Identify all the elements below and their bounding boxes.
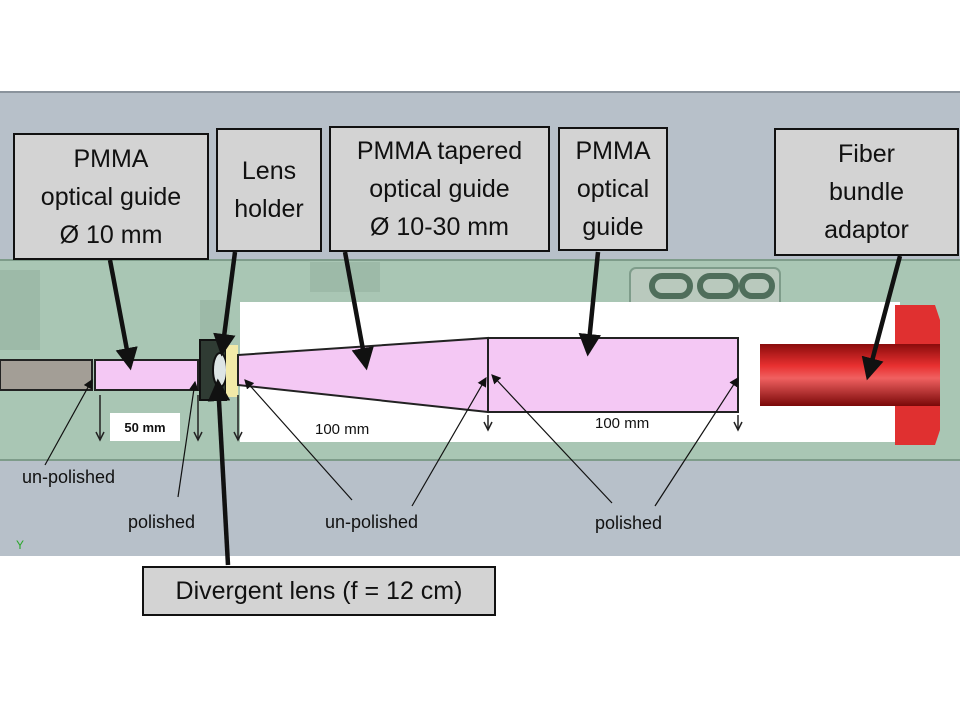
callout-pmma-10mm: PMMA optical guide Ø 10 mm [13,133,209,260]
fiber-adaptor-body [760,344,940,406]
chain-link-detail [649,273,775,299]
label-polished-left: polished [128,512,196,532]
callout-pmma-guide: PMMA optical guide [558,127,668,251]
pmma-guide-30mm [487,337,739,413]
label-unpolished-center: un-polished [325,512,419,532]
callout-divergent-lens: Divergent lens (f = 12 cm) [142,566,496,616]
dimension-100mm-tapered: 100 mm [315,421,370,438]
left-rod [0,359,93,391]
divergent-lens-element [212,352,228,388]
dimension-100mm-guide: 100 mm [595,415,650,432]
pmma-guide-10mm [94,359,199,391]
callout-fiber-adaptor: Fiber bundle adaptor [774,128,959,256]
callout-lens-holder: Lens holder [216,128,322,252]
label-polished-right: polished [595,513,663,533]
callout-tapered-guide: PMMA tapered optical guide Ø 10-30 mm [329,126,550,252]
y-axis-marker: Y [16,538,25,552]
dimension-50mm: 50 mm [110,413,180,441]
label-unpolished-left: un-polished [22,467,116,487]
